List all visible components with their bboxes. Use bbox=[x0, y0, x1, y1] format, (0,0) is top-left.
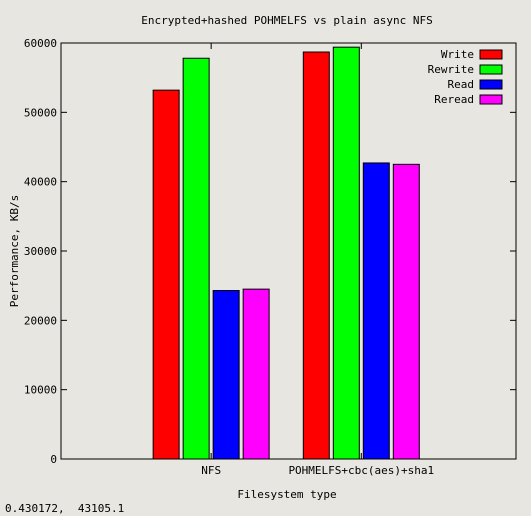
legend-label-rewrite: Rewrite bbox=[428, 63, 474, 76]
y-tick-label: 30000 bbox=[24, 245, 57, 258]
bars-group bbox=[152, 46, 420, 460]
x-tick-label: NFS bbox=[201, 464, 221, 477]
bar-read-1 bbox=[362, 162, 390, 460]
legend-label-write: Write bbox=[441, 48, 474, 61]
bar-reread-1 bbox=[392, 163, 420, 460]
bar-chart: Encrypted+hashed POHMELFS vs plain async… bbox=[8, 14, 517, 501]
bar-rewrite-0 bbox=[182, 57, 210, 460]
legend: Write Rewrite Read Reread bbox=[428, 48, 503, 106]
y-tick-label: 40000 bbox=[24, 176, 57, 189]
legend-swatch-write bbox=[479, 49, 503, 60]
cursor-coordinates-readout: 0.430172, 43105.1 bbox=[5, 502, 125, 515]
bar-rewrite-1 bbox=[332, 46, 360, 460]
y-tick-label: 0 bbox=[50, 453, 57, 466]
legend-swatch-rewrite bbox=[479, 64, 503, 75]
y-tick-label: 60000 bbox=[24, 37, 57, 50]
x-axis-ticks: NFS POHMELFS+cbc(aes)+sha1 bbox=[201, 43, 434, 477]
legend-label-read: Read bbox=[448, 78, 475, 91]
y-axis-ticks: 0 10000 20000 30000 40000 50000 60000 bbox=[24, 37, 516, 466]
x-tick-label: POHMELFS+cbc(aes)+sha1 bbox=[288, 464, 434, 477]
legend-swatch-read bbox=[479, 79, 503, 90]
bar-write-0 bbox=[152, 89, 180, 460]
y-axis-label: Performance, KB/s bbox=[8, 195, 21, 308]
y-tick-label: 50000 bbox=[24, 106, 57, 119]
y-tick-label: 20000 bbox=[24, 314, 57, 327]
x-axis-label: Filesystem type bbox=[237, 488, 336, 500]
legend-swatch-reread bbox=[479, 94, 503, 105]
bar-reread-0 bbox=[242, 288, 270, 460]
legend-label-reread: Reread bbox=[434, 93, 474, 106]
bar-read-0 bbox=[212, 290, 240, 460]
y-tick-label: 10000 bbox=[24, 384, 57, 397]
bar-write-1 bbox=[302, 51, 330, 460]
chart-title: Encrypted+hashed POHMELFS vs plain async… bbox=[141, 14, 432, 27]
